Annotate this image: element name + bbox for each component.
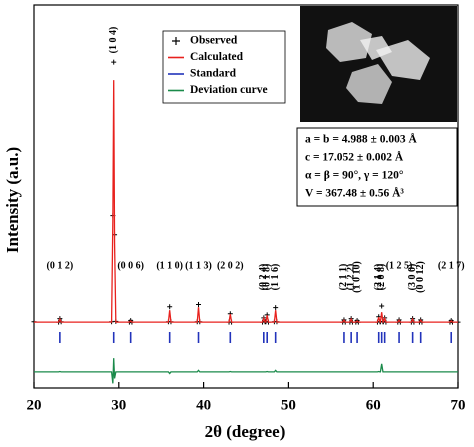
peak-label: (0 1 8) (261, 264, 272, 291)
photo-background (300, 6, 457, 122)
photo-inset (300, 6, 457, 122)
x-tick-label: 60 (366, 397, 381, 413)
x-tick-label: 30 (111, 397, 126, 413)
peak-label: (0 1 2) (47, 260, 74, 271)
legend-marker (172, 37, 180, 45)
peak-label: (1 2 2) (345, 264, 356, 291)
series-line (34, 358, 458, 384)
peak-label: (1 1 3) (185, 260, 212, 271)
observed-point (111, 59, 117, 65)
parameter-text: α = β = 90°, γ = 120° (305, 170, 404, 182)
peak-label: (0 0 6) (117, 260, 144, 271)
legend-label: Standard (190, 68, 237, 80)
parameter-text: c = 17.052 ± 0.002 Å (305, 150, 404, 164)
crystal (360, 36, 392, 60)
parameter-text: V = 367.48 ± 0.56 Å³ (305, 186, 404, 200)
peak-label: (1 0 4) (108, 27, 119, 54)
parameter-text: a = b = 4.988 ± 0.003 Å (305, 132, 417, 146)
peak-label: (1 0 10) (351, 261, 362, 293)
x-tick-label: 70 (451, 397, 466, 413)
peak-label: (1 1 0) (156, 260, 183, 271)
observed-point (196, 302, 202, 308)
x-tick-label: 50 (281, 397, 296, 413)
plot-frame (33, 4, 459, 389)
crystal (326, 22, 372, 62)
peak-label: (3 0 0) (407, 264, 418, 291)
crystal (346, 64, 392, 104)
peak-label: (1 1 6) (270, 264, 281, 291)
observed-point (273, 305, 279, 311)
peak-label: (0 0 12) (415, 261, 426, 293)
parameter-box (296, 127, 458, 207)
x-tick-label: 40 (196, 397, 211, 413)
peak-label: (2 1 4) (373, 264, 384, 291)
y-axis-label: Intensity (a.u.) (3, 147, 22, 253)
observed-point (167, 304, 173, 310)
peak-label: (1 2 5) (386, 260, 413, 271)
peak-label: (2 0 8) (376, 264, 387, 291)
x-axis-label: 2θ (degree) (205, 422, 286, 441)
peak-label: (2 1 1) (338, 264, 349, 291)
peak-label: (2 0 2) (217, 260, 244, 271)
legend-label: Observed (190, 35, 238, 47)
legend-label: Calculated (190, 51, 244, 63)
peak-label: (2 1 7) (438, 260, 465, 271)
legend-label: Deviation curve (190, 84, 268, 96)
x-tick-label: 20 (27, 397, 42, 413)
peak-label: (0 2 4) (258, 264, 269, 291)
series-line (34, 80, 458, 323)
observed-point (379, 303, 385, 309)
